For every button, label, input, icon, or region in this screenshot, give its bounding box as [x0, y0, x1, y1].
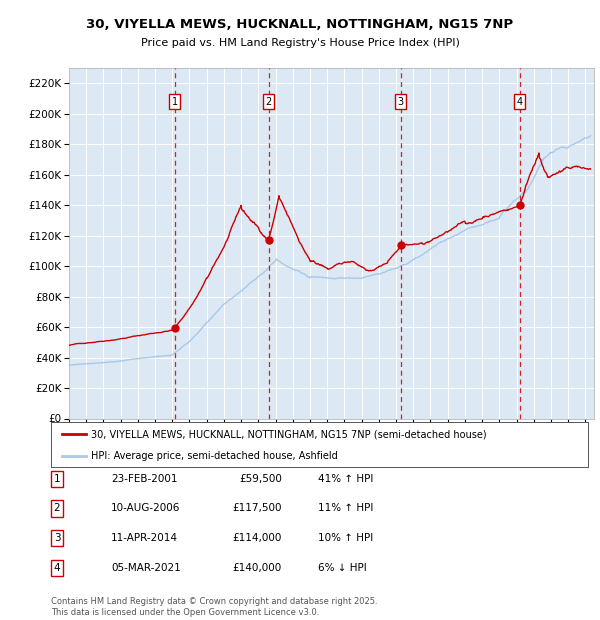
Text: 41% ↑ HPI: 41% ↑ HPI: [318, 474, 373, 484]
Text: 4: 4: [53, 563, 61, 573]
Text: 30, VIYELLA MEWS, HUCKNALL, NOTTINGHAM, NG15 7NP: 30, VIYELLA MEWS, HUCKNALL, NOTTINGHAM, …: [86, 19, 514, 31]
Text: 1: 1: [172, 97, 178, 107]
Text: 3: 3: [53, 533, 61, 543]
Text: £114,000: £114,000: [233, 533, 282, 543]
Text: £140,000: £140,000: [233, 563, 282, 573]
Text: Price paid vs. HM Land Registry's House Price Index (HPI): Price paid vs. HM Land Registry's House …: [140, 38, 460, 48]
Text: 10% ↑ HPI: 10% ↑ HPI: [318, 533, 373, 543]
Text: 10-AUG-2006: 10-AUG-2006: [111, 503, 181, 513]
Text: £59,500: £59,500: [239, 474, 282, 484]
Text: £117,500: £117,500: [233, 503, 282, 513]
Text: 23-FEB-2001: 23-FEB-2001: [111, 474, 178, 484]
Text: 05-MAR-2021: 05-MAR-2021: [111, 563, 181, 573]
Text: 2: 2: [266, 97, 272, 107]
Text: Contains HM Land Registry data © Crown copyright and database right 2025.
This d: Contains HM Land Registry data © Crown c…: [51, 598, 377, 617]
Text: 30, VIYELLA MEWS, HUCKNALL, NOTTINGHAM, NG15 7NP (semi-detached house): 30, VIYELLA MEWS, HUCKNALL, NOTTINGHAM, …: [91, 429, 487, 440]
Text: 2: 2: [53, 503, 61, 513]
Text: 4: 4: [517, 97, 523, 107]
Text: 11% ↑ HPI: 11% ↑ HPI: [318, 503, 373, 513]
Text: 3: 3: [398, 97, 404, 107]
Text: 11-APR-2014: 11-APR-2014: [111, 533, 178, 543]
Text: HPI: Average price, semi-detached house, Ashfield: HPI: Average price, semi-detached house,…: [91, 451, 338, 461]
Text: 6% ↓ HPI: 6% ↓ HPI: [318, 563, 367, 573]
Text: 1: 1: [53, 474, 61, 484]
